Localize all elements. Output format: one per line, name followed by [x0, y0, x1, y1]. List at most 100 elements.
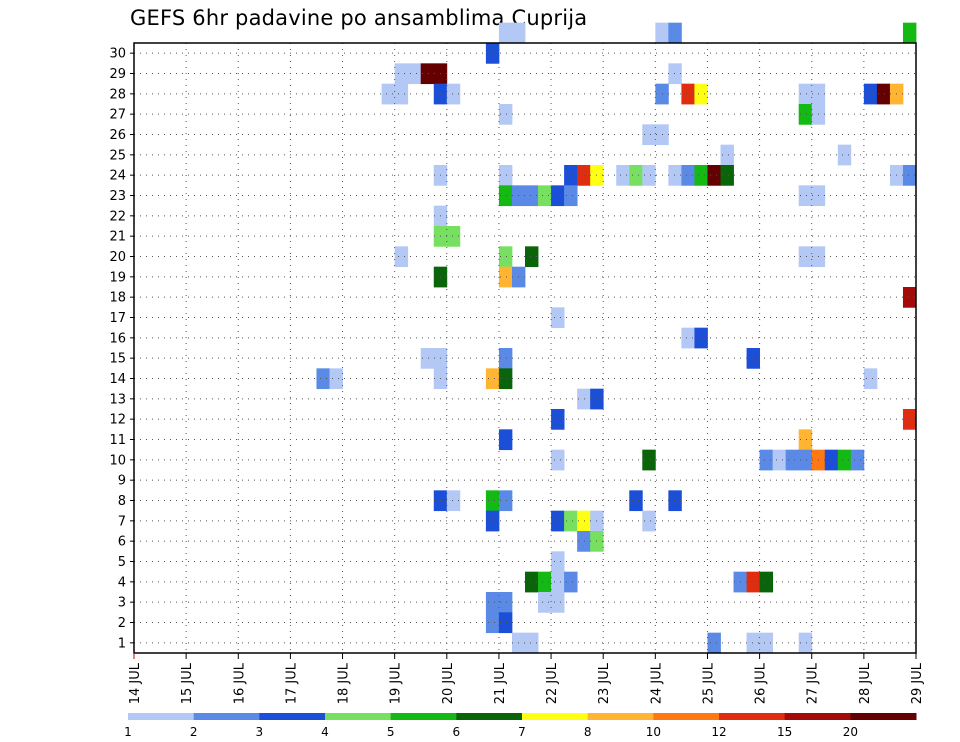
legend-label: 20 — [843, 725, 858, 739]
legend-swatch — [128, 713, 195, 720]
heatmap-cell — [538, 592, 552, 613]
heatmap-cell — [511, 22, 526, 44]
heatmap-cell — [498, 429, 513, 451]
heatmap-cell — [642, 165, 656, 186]
heatmap-cell — [616, 165, 630, 186]
x-tick-label: 21 JUL — [493, 662, 508, 704]
heatmap-cell — [446, 490, 461, 512]
heatmap-cell — [759, 632, 774, 654]
x-tick-label: 15 JUL — [180, 662, 195, 704]
heatmap-cell — [707, 165, 721, 186]
legend-label: 6 — [453, 725, 461, 739]
heatmap-cell — [746, 571, 760, 593]
x-tick-label: 26 JUL — [754, 662, 769, 704]
heatmap-cell — [551, 571, 565, 593]
legend-label: 4 — [321, 725, 329, 739]
heatmap-cell — [694, 83, 708, 105]
heatmap-cell — [564, 185, 578, 207]
heatmap-cell — [381, 83, 396, 105]
heatmap-cell — [525, 185, 539, 207]
heatmap-cell — [863, 83, 878, 105]
heatmap-cell — [394, 63, 409, 85]
y-tick-label: 16 — [109, 331, 126, 346]
y-tick-label: 5 — [118, 555, 126, 570]
legend-label: 15 — [777, 725, 792, 739]
heatmap-cell — [498, 592, 513, 613]
heatmap-cell — [498, 104, 513, 125]
heatmap-cell — [837, 144, 852, 166]
heatmap-cell — [746, 348, 760, 369]
legend-label: 12 — [711, 725, 726, 739]
x-tick-label: 19 JUL — [389, 662, 404, 704]
heatmap-cell — [707, 632, 721, 654]
heatmap-cell — [525, 632, 539, 654]
heatmap-cell — [446, 83, 461, 105]
x-tick-label: 18 JUL — [337, 662, 352, 704]
y-tick-label: 28 — [109, 87, 126, 102]
heatmap-cell — [629, 165, 643, 186]
heatmap-cell — [577, 165, 591, 186]
legend-label: 8 — [584, 725, 592, 739]
heatmap-cell — [498, 368, 513, 390]
y-tick-label: 22 — [109, 209, 126, 224]
y-tick-label: 12 — [109, 413, 126, 428]
heatmap-cell — [498, 348, 513, 369]
heatmap-cell — [446, 226, 461, 247]
heatmap-cell — [538, 571, 552, 593]
y-tick-label: 15 — [109, 352, 126, 367]
heatmap-cell — [420, 348, 435, 369]
legend-label: 1 — [124, 725, 132, 739]
heatmap-cell — [577, 388, 591, 410]
heatmap-cell — [681, 83, 695, 105]
heatmap-cell — [772, 449, 787, 471]
y-tick-label: 14 — [109, 372, 126, 387]
heatmap-cell — [485, 612, 500, 634]
heatmap-cell — [798, 449, 813, 471]
x-axis: 14 JUL 15 JUL 16 JUL 17 JUL 18 JUL 19 JUL 20 J… — [128, 653, 925, 704]
heatmap-cell — [798, 185, 813, 207]
x-tick-label: 29 JUL — [910, 662, 925, 704]
y-tick-label: 4 — [118, 575, 126, 590]
heatmap-cell — [498, 266, 513, 288]
legend-label: 2 — [190, 725, 198, 739]
heatmap-cell — [681, 165, 695, 186]
heatmap-cell — [498, 185, 513, 207]
x-tick-label: 16 JUL — [232, 662, 247, 704]
heatmap-cell — [485, 510, 500, 532]
heatmap-cell — [577, 531, 591, 552]
heatmap-cell — [694, 327, 708, 349]
y-tick-label: 6 — [118, 535, 126, 550]
heatmap-cell — [551, 551, 565, 573]
legend-label: 3 — [256, 725, 264, 739]
heatmap-cell — [668, 63, 682, 85]
legend-swatch — [522, 713, 589, 720]
heatmap-cell — [498, 612, 513, 634]
heatmap-cell — [485, 490, 500, 512]
y-tick-label: 18 — [109, 291, 126, 306]
heatmap-cell — [668, 165, 682, 186]
y-tick-label: 23 — [109, 189, 126, 204]
x-tick-label: 23 JUL — [597, 662, 612, 704]
y-tick-label: 24 — [109, 169, 126, 184]
heatmap-cell — [902, 22, 917, 44]
y-tick-label: 30 — [109, 47, 126, 62]
heatmap-cell — [837, 449, 852, 471]
heatmap-cell — [798, 429, 813, 451]
y-tick-label: 26 — [109, 128, 126, 143]
heatmap-cell — [876, 83, 891, 105]
y-tick-label: 8 — [118, 494, 126, 509]
heatmap-cell — [485, 592, 500, 613]
legend-swatch — [653, 713, 720, 720]
y-tick-label: 13 — [109, 392, 126, 407]
heatmap-cell — [564, 571, 578, 593]
heatmap-cell — [551, 510, 565, 532]
heatmap-cell — [485, 43, 500, 64]
heatmap-cell — [694, 165, 708, 186]
heatmap-cell — [394, 246, 409, 268]
heatmap-cell — [720, 165, 734, 186]
heatmap-cell — [902, 165, 917, 186]
y-tick-label: 7 — [118, 514, 126, 529]
x-tick-label: 28 JUL — [858, 662, 873, 704]
heatmap-cell — [551, 449, 565, 471]
heatmap-cell — [577, 510, 591, 532]
